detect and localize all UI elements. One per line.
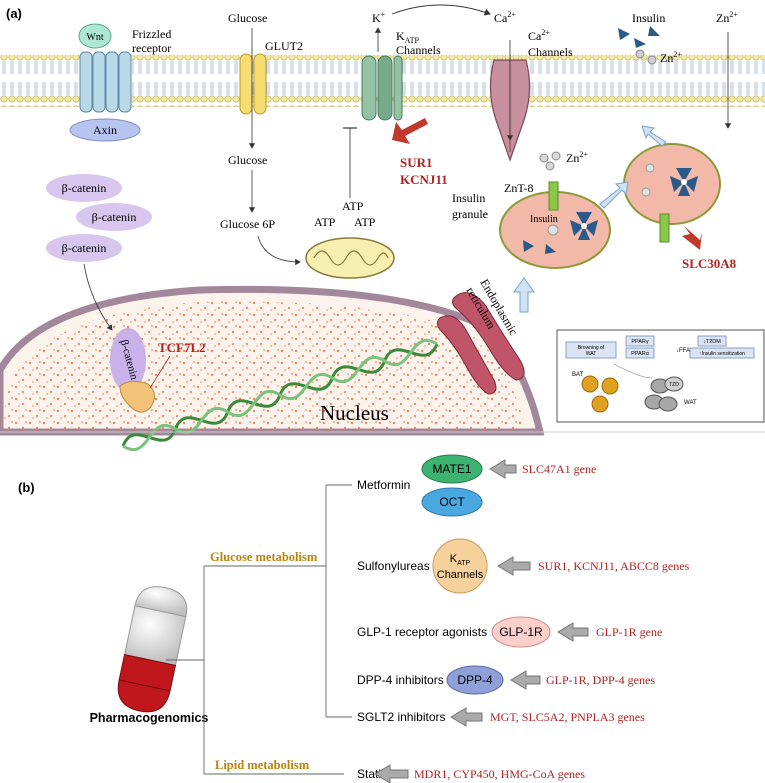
panel-b-label: (b) [18, 480, 35, 495]
target-katp: KATP [450, 553, 471, 567]
glucose-mid-label: Glucose [228, 153, 267, 167]
inset-bat: BAT [572, 372, 584, 378]
kcnj11-label: KCNJ11 [400, 172, 448, 187]
ca-channel: Ca2+ Ca2+ Channels [489, 10, 573, 162]
arrow-glp1 [557, 622, 589, 642]
slc30a8-arrow [682, 226, 702, 250]
arrow-sulfonylureas [497, 556, 531, 576]
ca-channels-label: Channels [528, 45, 573, 59]
znt8-label: ZnT-8 [504, 181, 534, 195]
ppar-inset: Browning of WAT PPARγ PPARα ↓FFA ↓T2DM ↑… [556, 329, 765, 423]
inset-ffa: ↓FFA [676, 348, 690, 354]
insulin-granule: Zn2+ ZnT-8 Insulin Insulin granule [452, 150, 611, 269]
glut2-transporter: Glucose GLUT2 Glucose Glucose 6P [220, 11, 303, 266]
panel-b: (b) Pharmacogenomics Glucose metabolism … [18, 454, 690, 783]
insulin-granule-label-line2: granule [452, 207, 488, 221]
sur1-arrow [392, 118, 428, 144]
gene-statins: MDR1, CYP450, HMG-CoA genes [414, 767, 585, 781]
gene-metformin: SLC47A1 gene [522, 462, 596, 476]
inset-insulin-sens: ↑Insulin sensitization [699, 351, 745, 357]
frizzled-label-line2: receptor [132, 41, 171, 55]
ca-channel-label: Ca2+ [528, 28, 550, 43]
slc30a8-label: SLC30A8 [682, 256, 737, 271]
k-ion-label: K+ [372, 10, 386, 25]
nucleus-label: Nucleus [320, 401, 389, 425]
dna-helix [121, 338, 439, 452]
drug-glp1: GLP-1 receptor agonists [357, 625, 487, 639]
panel-a: (a) Nucleus Wnt Axin Frizzled receptor [0, 4, 765, 452]
beta-catenin-3: β-catenin [62, 241, 107, 255]
tcf7l2-label: TCF7L2 [158, 340, 206, 355]
sur1-label: SUR1 [400, 155, 433, 170]
atp-label-1: ATP [342, 199, 364, 213]
zn-right: Zn2+ [716, 10, 738, 129]
frizzled-label-line1: Frizzled [132, 27, 171, 41]
axin-label: Axin [93, 123, 117, 137]
arrow-metformin [489, 459, 517, 479]
katp-label: KATP [396, 29, 419, 45]
inset-wat: WAT [684, 400, 697, 406]
inset-pparg: PPARγ [631, 339, 649, 345]
lipid-metabolism-label: Lipid metabolism [215, 758, 310, 772]
beta-catenin-2: β-catenin [92, 210, 137, 224]
secretion-arrow [641, 125, 667, 147]
beta-catenin-1: β-catenin [62, 181, 107, 195]
inset-tzd: TZD [669, 382, 679, 388]
drug-sulfonylureas: Sulfonylureas [357, 559, 430, 573]
arrow-statins [374, 764, 409, 783]
capsule-icon [117, 586, 188, 713]
insulin-granule-label-line1: Insulin [452, 191, 485, 205]
beta-catenin-group: β-catenin β-catenin β-catenin β-catenin … [46, 174, 206, 413]
insulin-label: Insulin [632, 11, 665, 25]
target-dpp4: DPP-4 [457, 673, 493, 687]
granule-insulin-label: Insulin [530, 214, 558, 225]
granule-transport-arrow [599, 181, 629, 209]
arrow-sglt2 [450, 707, 483, 727]
frizzled-receptor: Wnt Axin Frizzled receptor [69, 23, 171, 142]
inset-browning-line2: WAT [586, 351, 597, 357]
secreted-insulin: Insulin Zn2+ [618, 11, 682, 65]
fusing-granule: SLC30A8 [623, 143, 737, 271]
zn-granule-label: Zn2+ [566, 150, 588, 165]
gene-sglt2: MGT, SLC5A2, PNPLA3 genes [490, 710, 645, 724]
inset-browning-line1: Browning of [578, 345, 605, 351]
gene-dpp4: GLP-1R, DPP-4 genes [546, 673, 655, 687]
drug-metformin: Metformin [357, 478, 410, 492]
inset-ppara: PPARα [631, 351, 650, 357]
k-to-ca-arrow [391, 4, 491, 16]
target-mate1: MATE1 [432, 462, 471, 476]
gene-glp1: GLP-1R gene [596, 625, 662, 639]
target-katp-channels: Channels [437, 569, 484, 581]
panel-a-label: (a) [6, 6, 22, 21]
gene-sulfonylureas: SUR1, KCNJ11, ABCC8 genes [538, 559, 690, 573]
zn-near-insulin-label: Zn2+ [660, 50, 682, 65]
atp-label-3: ATP [354, 215, 376, 229]
atp-label-2: ATP [314, 215, 336, 229]
wnt-label: Wnt [86, 32, 103, 43]
drug-sglt2: SGLT2 inhibitors [357, 710, 445, 724]
glucose-6p-label: Glucose 6P [220, 217, 275, 231]
glucose-top-label: Glucose [228, 11, 267, 25]
er-to-granule-arrow [513, 277, 535, 313]
ca-top-label: Ca2+ [494, 10, 516, 25]
zn-right-label: Zn2+ [716, 10, 738, 25]
glucose-metabolism-label: Glucose metabolism [210, 550, 318, 564]
pharmacogenomics-label: Pharmacogenomics [90, 711, 209, 725]
mitochondrion: ATP ATP ATP [305, 127, 395, 279]
drug-dpp4: DPP-4 inhibitors [357, 673, 444, 687]
inset-t2dm: ↓T2DM [703, 339, 721, 345]
arrow-dpp4 [510, 670, 541, 690]
tree-lines [166, 484, 352, 775]
glut2-label: GLUT2 [265, 39, 303, 53]
katp-channel: K+ KATP Channels SUR1 KCNJ11 [361, 10, 448, 187]
target-oct: OCT [439, 495, 465, 509]
katp-channels-label: Channels [396, 43, 441, 57]
target-glp1r: GLP-1R [499, 625, 543, 639]
